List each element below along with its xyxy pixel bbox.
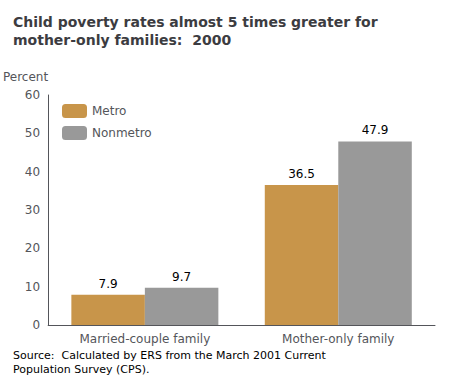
svg-text:9.7: 9.7	[172, 270, 191, 284]
svg-text:Mother-only family: Mother-only family	[282, 332, 394, 346]
svg-text:Percent: Percent	[3, 70, 48, 84]
svg-text:Source: Calculated by ERS fro: Source: Calculated by ERS from the March…	[13, 349, 327, 362]
svg-text:60: 60	[25, 88, 40, 102]
svg-text:Nonmetro: Nonmetro	[92, 126, 152, 140]
svg-text:40: 40	[25, 165, 40, 179]
svg-text:Child poverty rates almost 5 t: Child poverty rates almost 5 times great…	[13, 14, 378, 30]
svg-text:30: 30	[25, 203, 40, 217]
svg-text:20: 20	[25, 241, 40, 255]
svg-text:7.9: 7.9	[99, 277, 118, 291]
svg-text:10: 10	[25, 280, 40, 294]
svg-text:Metro: Metro	[92, 104, 126, 118]
svg-text:0: 0	[33, 318, 41, 332]
svg-text:36.5: 36.5	[288, 167, 315, 181]
svg-text:50: 50	[25, 126, 40, 140]
svg-text:mother-only families: 2000: mother-only families: 2000	[13, 32, 231, 48]
svg-text:47.9: 47.9	[362, 123, 389, 137]
svg-text:Population Survey (CPS).: Population Survey (CPS).	[13, 363, 149, 376]
svg-text:Married-couple family: Married-couple family	[79, 332, 210, 346]
